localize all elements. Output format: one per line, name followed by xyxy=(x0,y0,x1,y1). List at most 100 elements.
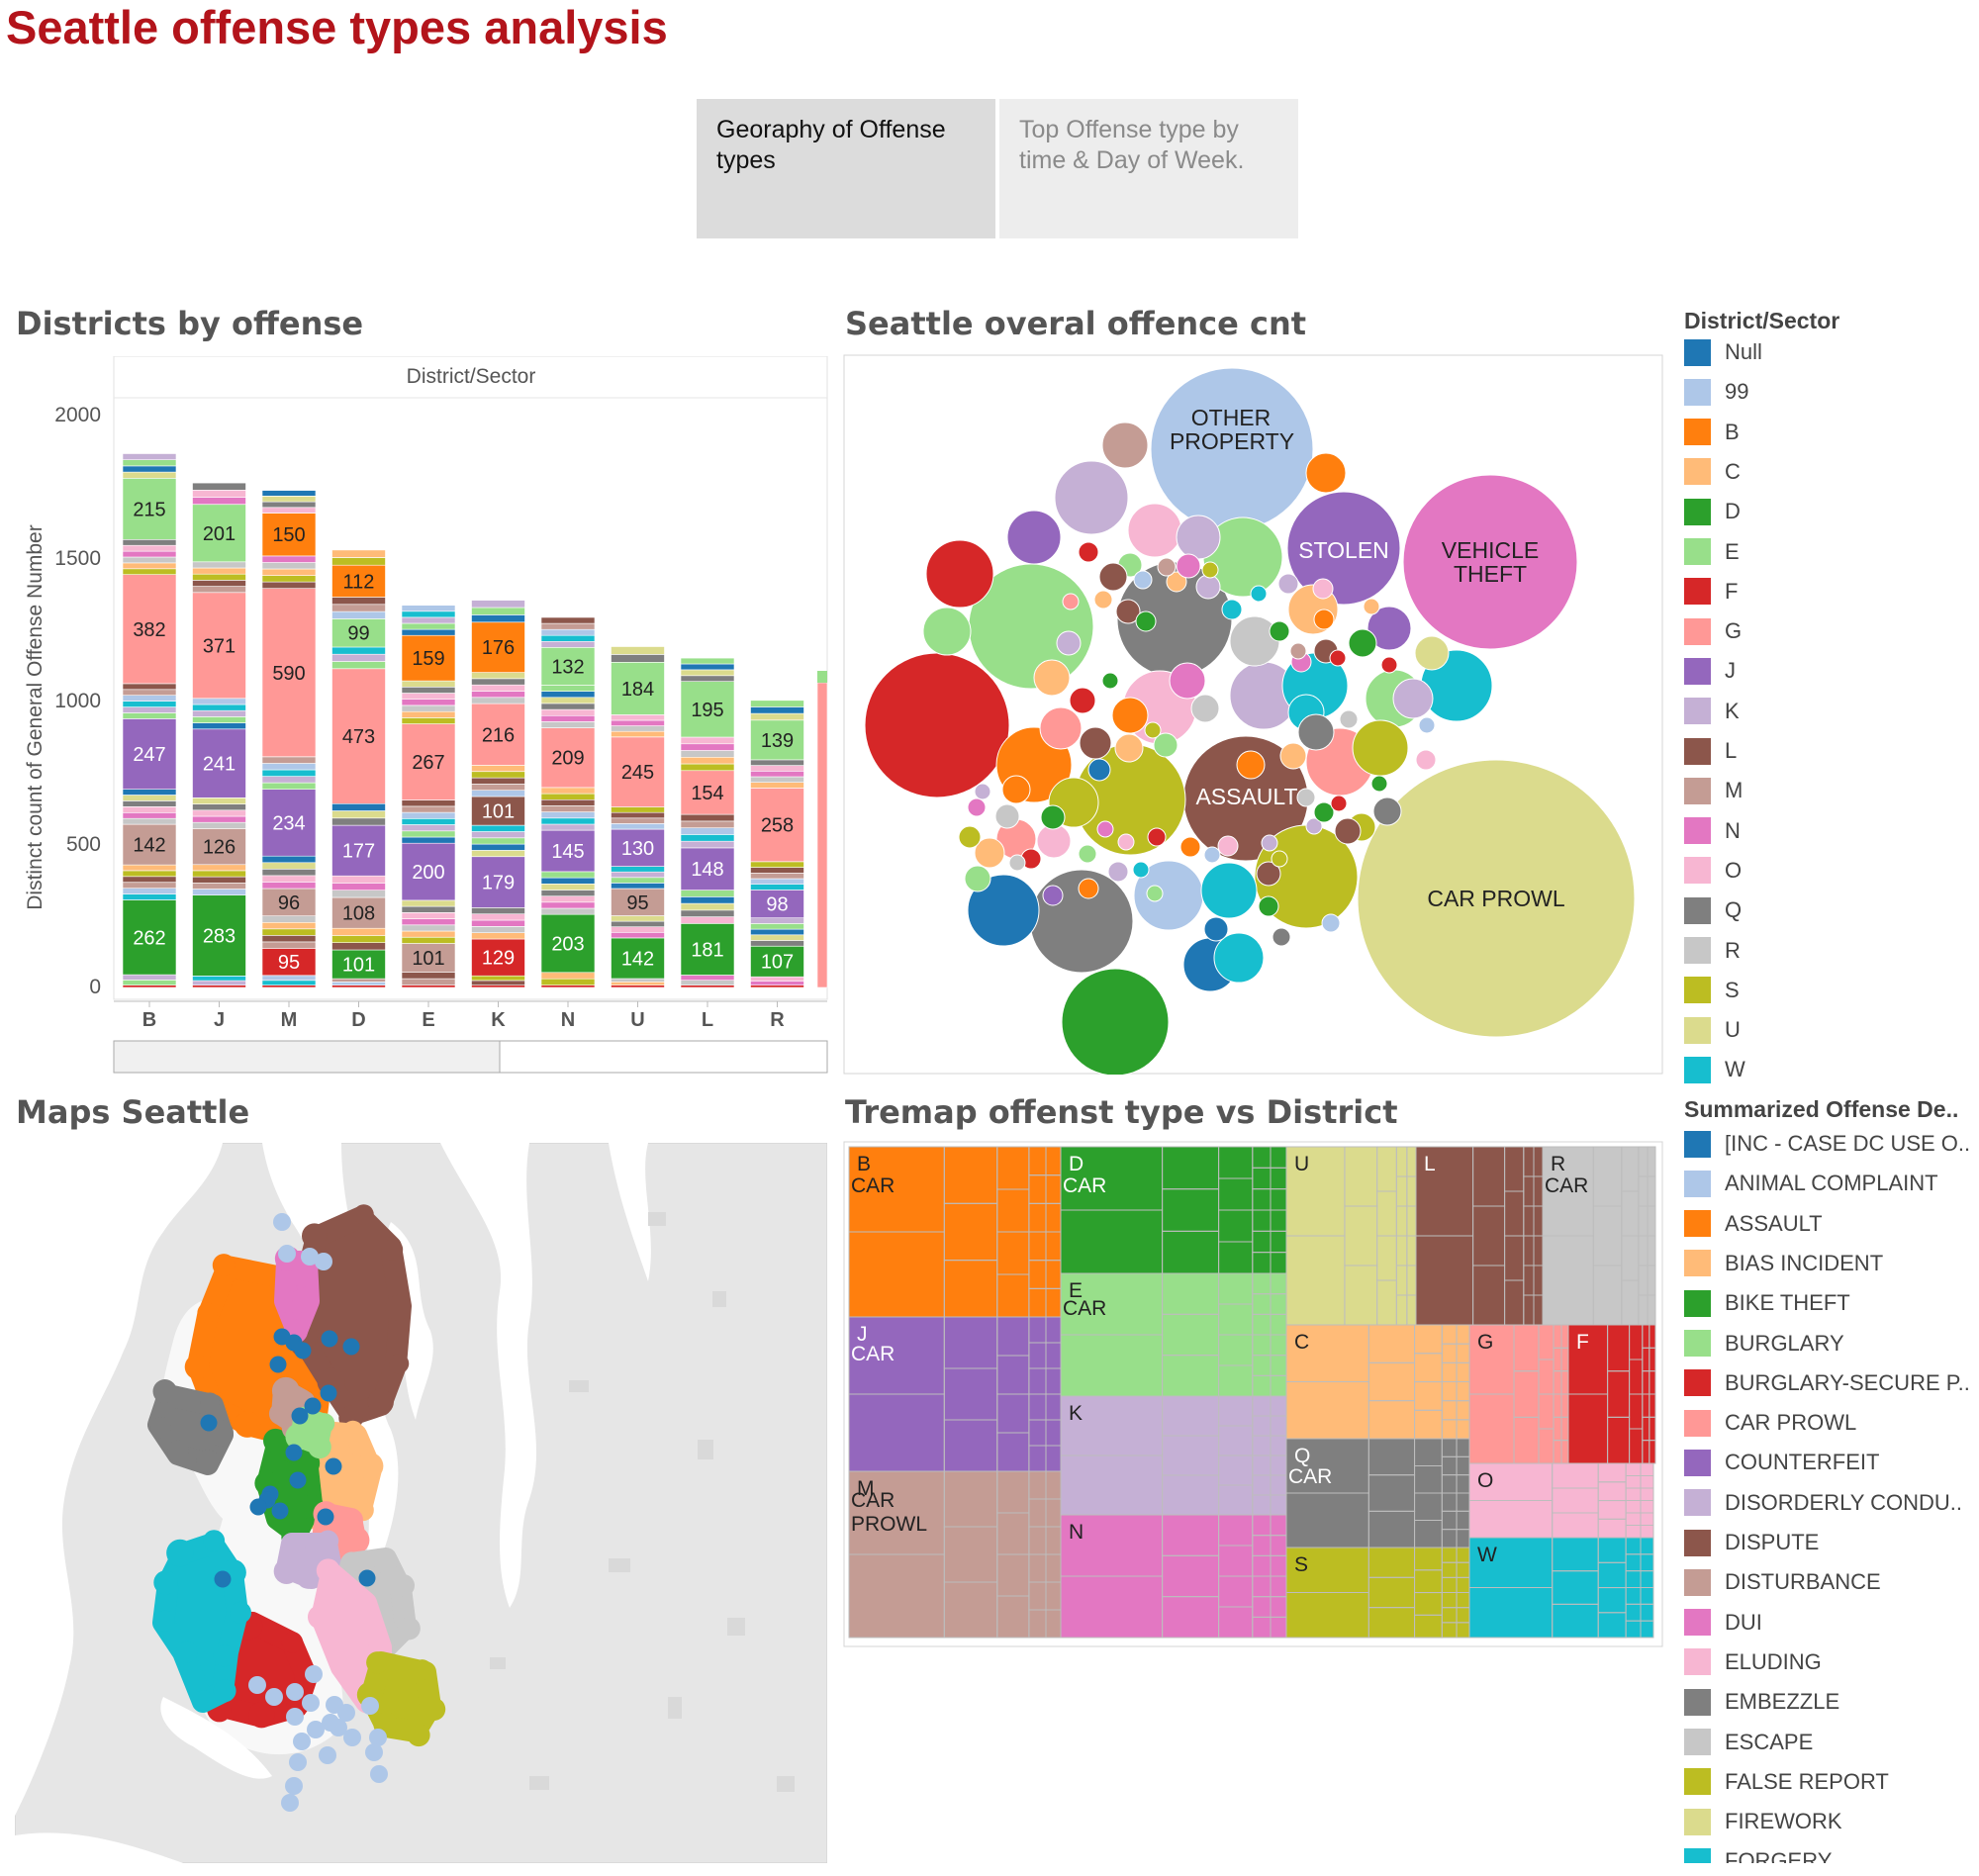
offense-bubble xyxy=(1101,672,1119,690)
district-legend-item[interactable]: N xyxy=(1684,817,1741,845)
bar-value-label: 145 xyxy=(551,841,584,863)
null-district-point xyxy=(285,1444,303,1461)
tab-top-offense-by-time[interactable]: Top Offense type by time & Day of Week. xyxy=(999,99,1298,238)
district-legend-item[interactable]: Q xyxy=(1684,896,1742,924)
offense-legend-item[interactable]: CAR PROWL xyxy=(1684,1409,1856,1437)
district-legend-item[interactable]: K xyxy=(1684,698,1740,725)
bar-segment xyxy=(192,573,246,581)
district-legend-item[interactable]: E xyxy=(1684,538,1740,566)
legend-item-label: BURGLARY-SECURE P.. xyxy=(1725,1369,1970,1395)
treemap-cell-label: R xyxy=(1551,1153,1565,1175)
district-legend-item[interactable]: C xyxy=(1684,458,1741,486)
offense-legend-item[interactable]: BIAS INCIDENT xyxy=(1684,1250,1883,1277)
treemap-cell-label: O xyxy=(1477,1469,1493,1492)
bar-segment xyxy=(680,909,735,917)
district-point xyxy=(153,1610,176,1632)
bar-segment xyxy=(471,678,525,686)
district-legend-item[interactable]: D xyxy=(1684,498,1741,525)
offense-legend-item[interactable]: ASSAULT xyxy=(1684,1210,1823,1238)
district-legend-item[interactable]: R xyxy=(1684,937,1741,965)
district-legend-item[interactable]: B xyxy=(1684,419,1740,446)
x-tick-label: E xyxy=(422,1009,434,1031)
legend-item-label: DISTURBANCE xyxy=(1725,1569,1881,1595)
bar-segment xyxy=(611,877,665,884)
district-legend-item[interactable]: O xyxy=(1684,857,1742,885)
district-point xyxy=(356,1453,384,1480)
offense-legend-item[interactable]: BURGLARY xyxy=(1684,1330,1844,1358)
null-district-point xyxy=(317,1508,334,1526)
bar-segment xyxy=(401,699,456,706)
bar-segment xyxy=(192,976,246,982)
district-legend-item[interactable]: F xyxy=(1684,578,1738,606)
bar-segment xyxy=(331,824,386,877)
bar-segment xyxy=(261,928,317,936)
district-legend-item[interactable]: W xyxy=(1684,1056,1745,1083)
offense-bubble xyxy=(1153,732,1178,758)
district-legend-item[interactable]: 99 xyxy=(1684,378,1748,406)
district-legend-item[interactable]: S xyxy=(1684,977,1740,1004)
offense-legend-item[interactable]: ANIMAL COMPLAINT xyxy=(1684,1170,1938,1197)
seattle-map[interactable] xyxy=(15,1143,827,1863)
bar-segment xyxy=(192,803,246,811)
offense-bubble xyxy=(1107,861,1129,883)
legend-color-swatch xyxy=(1684,1529,1711,1556)
bar-segment xyxy=(401,930,456,938)
offense-bubble xyxy=(1269,620,1290,642)
tab-geography-of-offense-types[interactable]: Georaphy of Offense types xyxy=(697,99,995,238)
district-legend-item[interactable]: Null xyxy=(1684,338,1762,366)
legend-item-label: Null xyxy=(1725,339,1762,364)
district-legend-item[interactable]: U xyxy=(1684,1016,1741,1044)
bar-segment xyxy=(471,975,525,982)
bar-segment xyxy=(192,497,246,505)
offense-legend-item[interactable]: DISORDERLY CONDU.. xyxy=(1684,1489,1962,1517)
district-legend-item[interactable]: M xyxy=(1684,777,1743,804)
bar-segment xyxy=(192,709,246,717)
offense-bubble xyxy=(864,652,1010,798)
bar-segment xyxy=(540,817,596,825)
bar-segment xyxy=(401,704,456,712)
legend-item-label: ESCAPE xyxy=(1725,1729,1814,1754)
bar-segment xyxy=(680,743,735,751)
bar-segment xyxy=(471,777,525,785)
offense-bubble xyxy=(1334,817,1362,845)
offense-legend-item[interactable]: EMBEZZLE xyxy=(1684,1688,1839,1716)
legend-item-label: M xyxy=(1725,778,1743,803)
district-legend-item[interactable]: J xyxy=(1684,657,1736,685)
offense-bubble xyxy=(1042,885,1064,906)
districts-bar-chart: District/Sector Distinct count of Genera… xyxy=(24,356,828,1074)
offense-bubble xyxy=(1146,885,1164,902)
district-legend-item[interactable]: L xyxy=(1684,737,1737,765)
bar-segment xyxy=(750,917,804,924)
bar-value-label: 99 xyxy=(347,623,369,645)
bar-segment xyxy=(540,798,596,806)
offense-legend-item[interactable]: FALSE REPORT xyxy=(1684,1768,1889,1796)
bar-segment xyxy=(261,868,317,877)
treemap-cell-label: S xyxy=(1294,1553,1308,1576)
offense-legend-item[interactable]: FORGERY xyxy=(1684,1847,1832,1863)
offense-legend-item[interactable]: DISPUTE xyxy=(1684,1529,1819,1556)
offense-legend-item[interactable]: ELUDING xyxy=(1684,1648,1822,1676)
bar-segment xyxy=(401,610,456,618)
bar-value-label: 139 xyxy=(761,730,794,752)
offense-bubble xyxy=(1078,541,1099,563)
offense-legend-item[interactable]: DUI xyxy=(1684,1609,1762,1637)
bar-value-label: 179 xyxy=(482,873,515,894)
offense-legend-item[interactable]: [INC - CASE DC USE O.. xyxy=(1684,1130,1970,1158)
legend-item-label: FORGERY xyxy=(1725,1848,1833,1863)
district-legend-item[interactable]: G xyxy=(1684,617,1742,645)
offense-legend-item[interactable]: BIKE THEFT xyxy=(1684,1289,1850,1317)
offense-legend-item[interactable]: BURGLARY-SECURE P.. xyxy=(1684,1369,1970,1397)
offense-legend-item[interactable]: FIREWORK xyxy=(1684,1808,1842,1835)
offense-legend-item[interactable]: ESCAPE xyxy=(1684,1729,1813,1756)
district-99-point xyxy=(289,1753,307,1771)
offense-legend-item[interactable]: COUNTERFEIT xyxy=(1684,1449,1879,1476)
bar-segment xyxy=(540,622,596,630)
legend-color-swatch xyxy=(1684,1808,1711,1835)
x-tick-label: U xyxy=(630,1009,644,1031)
offense-legend-item[interactable]: DISTURBANCE xyxy=(1684,1568,1881,1596)
bar-segment xyxy=(401,899,456,907)
scrollbar-thumb[interactable] xyxy=(113,1040,501,1074)
bar-segment xyxy=(540,697,596,704)
offense-bubble xyxy=(974,837,1005,869)
legend-item-label: ANIMAL COMPLAINT xyxy=(1725,1171,1938,1196)
